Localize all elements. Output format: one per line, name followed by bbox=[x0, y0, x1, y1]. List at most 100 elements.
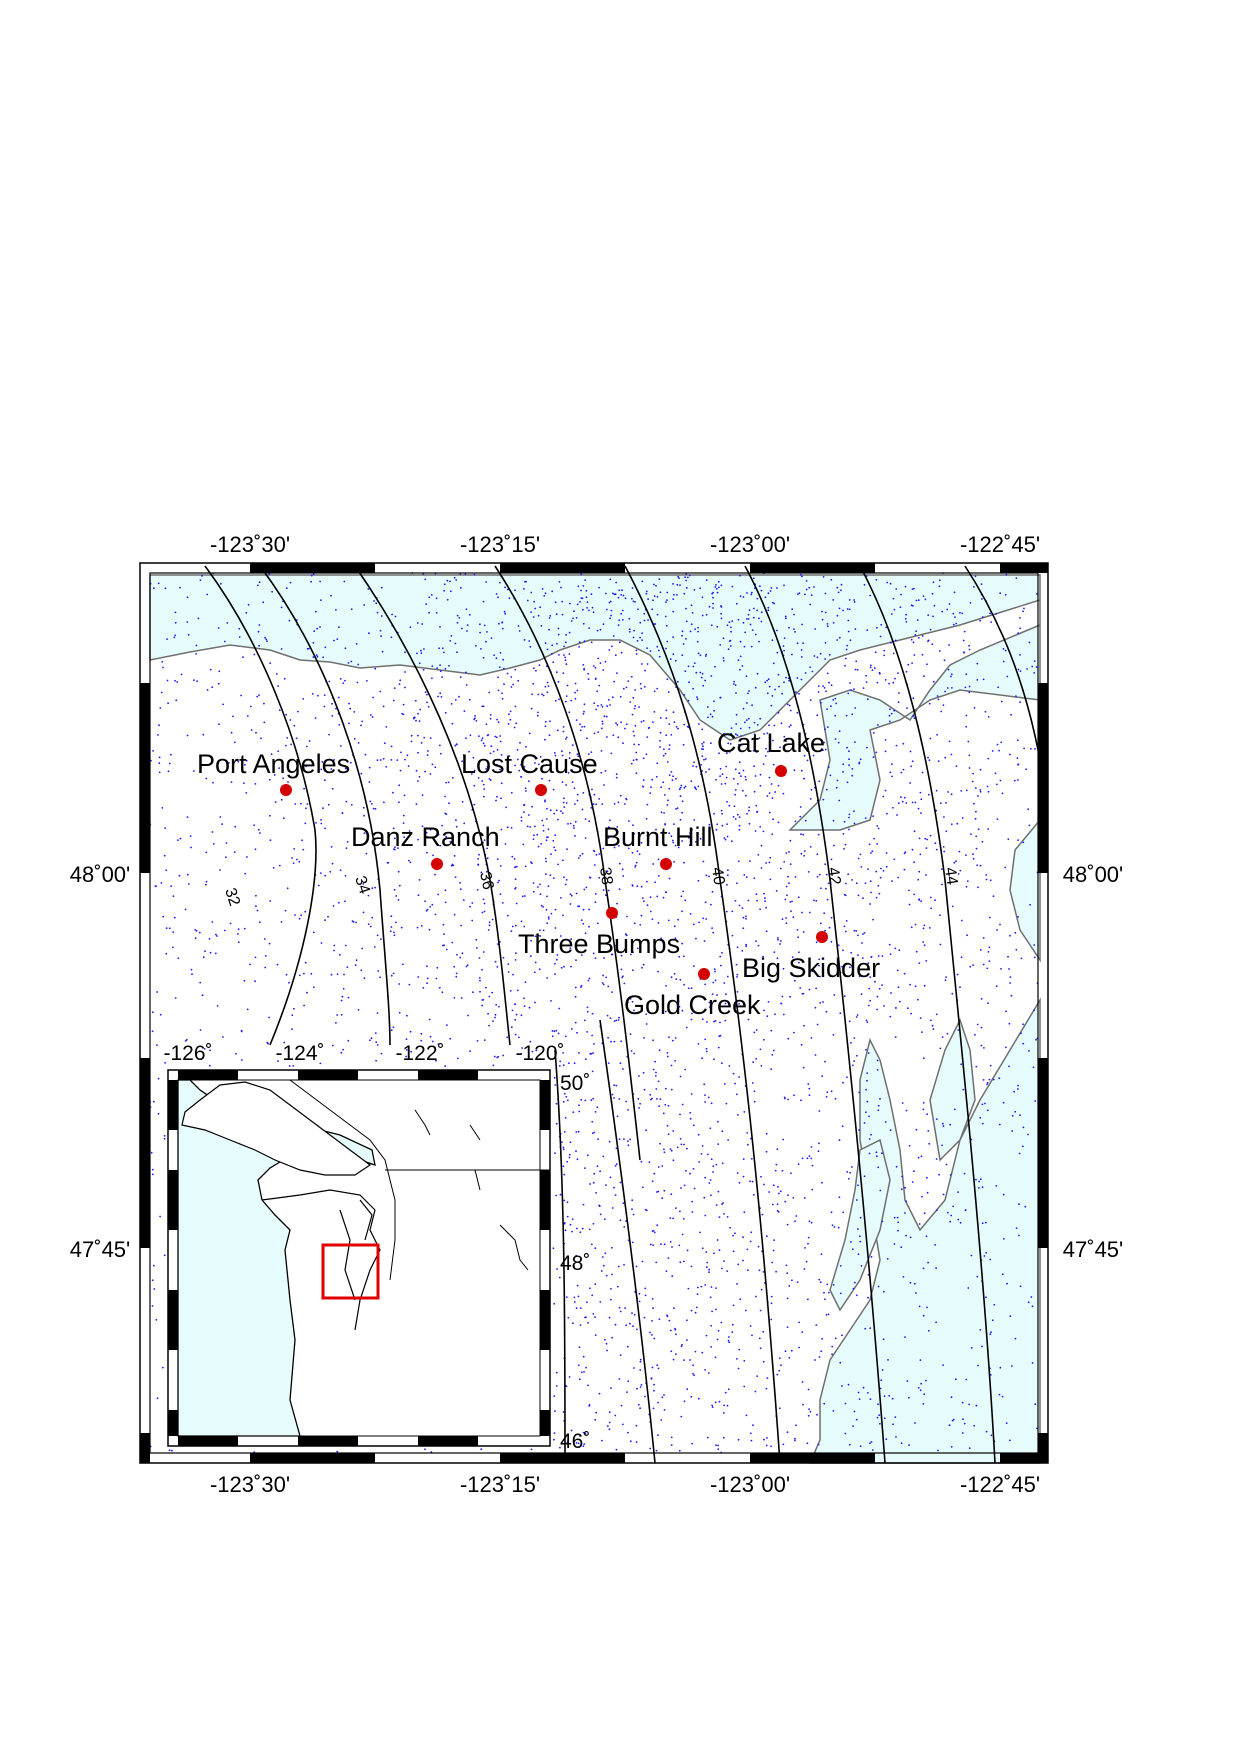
seismicity-dot bbox=[1005, 1422, 1008, 1424]
seismicity-dot bbox=[520, 1014, 523, 1017]
seismicity-dot bbox=[305, 765, 307, 768]
seismicity-dot bbox=[514, 1033, 517, 1036]
seismicity-dot bbox=[579, 1307, 582, 1309]
seismicity-dot bbox=[592, 803, 595, 805]
seismicity-dot bbox=[613, 846, 616, 849]
seismicity-dot bbox=[873, 971, 876, 974]
seismicity-dot bbox=[661, 1396, 664, 1399]
seismicity-dot bbox=[960, 956, 963, 959]
seismicity-dot bbox=[524, 865, 527, 868]
seismicity-dot bbox=[390, 974, 393, 977]
seismicity-dot bbox=[642, 720, 645, 722]
seismicity-dot bbox=[820, 887, 822, 890]
seismicity-dot bbox=[710, 1286, 713, 1288]
seismicity-dot bbox=[895, 1165, 898, 1168]
seismicity-dot bbox=[626, 915, 628, 918]
seismicity-dot bbox=[278, 767, 280, 769]
seismicity-dot bbox=[842, 1211, 845, 1214]
seismicity-dot bbox=[220, 582, 222, 585]
seismicity-dot bbox=[703, 1083, 706, 1086]
seismicity-dot bbox=[1010, 713, 1012, 716]
seismicity-dot bbox=[682, 890, 685, 893]
seismicity-dot bbox=[542, 694, 545, 697]
seismicity-dot bbox=[909, 983, 911, 986]
seismicity-dot bbox=[501, 621, 503, 624]
seismicity-dot bbox=[794, 820, 797, 823]
seismicity-dot bbox=[832, 622, 835, 624]
seismicity-dot bbox=[523, 811, 525, 813]
seismicity-dot bbox=[608, 826, 610, 828]
seismicity-dot bbox=[335, 609, 337, 611]
seismicity-dot bbox=[881, 1220, 884, 1223]
seismicity-dot bbox=[973, 802, 975, 805]
seismicity-dot bbox=[842, 763, 845, 766]
seismicity-dot bbox=[701, 1351, 704, 1354]
seismicity-dot bbox=[629, 1322, 631, 1325]
contour-42 bbox=[744, 565, 886, 1464]
seismicity-dot bbox=[988, 960, 991, 962]
seismicity-dot bbox=[796, 929, 799, 931]
seismicity-dot bbox=[198, 931, 201, 934]
seismicity-dot bbox=[912, 697, 915, 700]
seismicity-dot bbox=[614, 1165, 617, 1167]
seismicity-dot bbox=[163, 854, 166, 857]
seismicity-dot bbox=[768, 724, 770, 727]
seismicity-dot bbox=[556, 643, 558, 645]
seismicity-dot bbox=[631, 1199, 634, 1202]
seismicity-dot bbox=[394, 846, 396, 848]
seismicity-dot bbox=[838, 799, 841, 802]
seismicity-dot bbox=[572, 824, 575, 827]
seismicity-dot bbox=[754, 1390, 757, 1393]
seismicity-dot bbox=[506, 768, 509, 770]
seismicity-dot bbox=[745, 1414, 748, 1417]
seismicity-dot bbox=[789, 995, 791, 998]
seismicity-dot bbox=[1022, 1023, 1025, 1026]
seismicity-dot bbox=[610, 614, 612, 617]
seismicity-dot bbox=[205, 777, 208, 780]
seismicity-dot bbox=[553, 1302, 556, 1305]
seismicity-dot bbox=[570, 965, 572, 968]
seismicity-dot bbox=[575, 942, 577, 945]
seismicity-dot bbox=[897, 986, 900, 989]
seismicity-dot bbox=[876, 1059, 879, 1062]
seismicity-dot bbox=[578, 857, 580, 859]
seismicity-dot bbox=[855, 1199, 858, 1201]
seismicity-dot bbox=[577, 950, 579, 953]
seismicity-dot bbox=[330, 768, 333, 770]
seismicity-dot bbox=[380, 635, 382, 638]
seismicity-dot bbox=[890, 712, 893, 715]
seismicity-dot bbox=[756, 899, 758, 902]
seismicity-dot bbox=[651, 918, 654, 921]
seismicity-dot bbox=[254, 783, 257, 785]
seismicity-dot bbox=[737, 1367, 740, 1370]
seismicity-dot bbox=[618, 589, 621, 592]
seismicity-dot bbox=[675, 777, 677, 780]
seismicity-dot bbox=[837, 1226, 840, 1229]
seismicity-dot bbox=[704, 1101, 706, 1103]
seismicity-dot bbox=[873, 837, 875, 840]
seismicity-dot bbox=[594, 1247, 597, 1250]
seismicity-dot bbox=[265, 638, 268, 641]
seismicity-dot bbox=[360, 772, 363, 775]
seismicity-dot bbox=[643, 612, 646, 615]
seismicity-dot bbox=[974, 817, 977, 820]
seismicity-dot bbox=[316, 627, 318, 630]
seismicity-dot bbox=[894, 947, 897, 950]
seismicity-dot bbox=[801, 1381, 804, 1383]
seismicity-dot bbox=[474, 715, 476, 717]
seismicity-dot bbox=[968, 767, 971, 769]
seismicity-dot bbox=[653, 1383, 655, 1386]
seismicity-dot bbox=[855, 1418, 858, 1421]
seismicity-dot bbox=[848, 1443, 851, 1446]
seismicity-dot bbox=[1017, 668, 1020, 671]
seismicity-dot bbox=[877, 724, 879, 726]
seismicity-dot bbox=[782, 792, 785, 795]
seismicity-dot bbox=[534, 762, 536, 764]
seismicity-dot bbox=[692, 665, 695, 668]
seismicity-dot bbox=[564, 764, 567, 766]
seismicity-dot bbox=[657, 1190, 660, 1193]
seismicity-dot bbox=[959, 611, 961, 614]
seismicity-dot bbox=[593, 732, 596, 735]
seismicity-dot bbox=[633, 1313, 636, 1316]
seismicity-dot bbox=[587, 764, 590, 766]
